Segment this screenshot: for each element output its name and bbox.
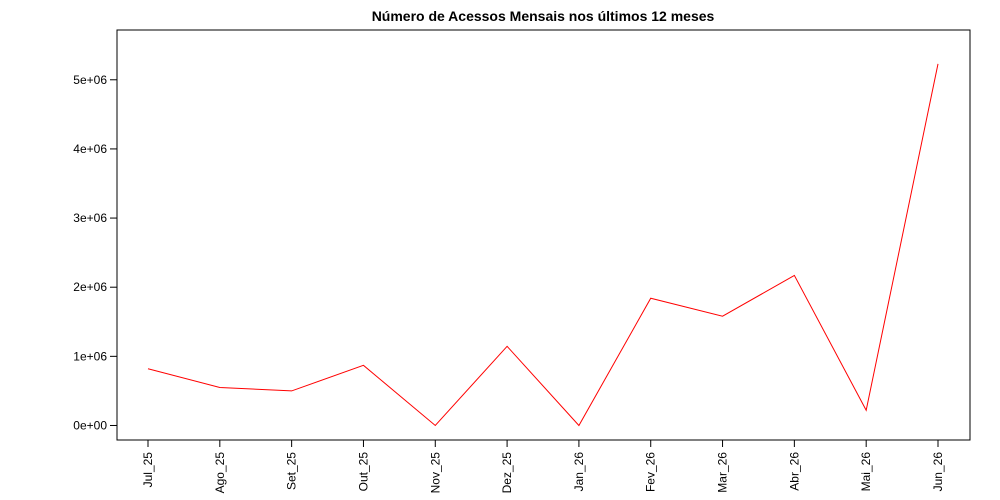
line-series: [147, 63, 939, 427]
x-tick-label: Abr_26: [787, 452, 801, 491]
x-tick-label: Mai_26: [859, 452, 873, 492]
x-tick-label: Set_25: [285, 452, 299, 490]
y-tick-label: 5e+06: [73, 73, 107, 87]
x-tick-label: Fev_26: [644, 452, 658, 492]
y-tick-label: 2e+06: [73, 280, 107, 294]
x-tick-label: Jun_26: [931, 452, 945, 492]
x-tick-label: Ago_25: [213, 452, 227, 494]
x-tick-label: Dez_25: [500, 452, 514, 494]
y-tick-label: 0e+00: [73, 418, 107, 432]
x-tick-label: Mar_26: [716, 452, 730, 493]
y-tick-label: 3e+06: [73, 211, 107, 225]
chart-title: Número de Acessos Mensais nos últimos 12…: [372, 8, 715, 24]
x-tick-label: Jan_26: [572, 452, 586, 492]
x-tick-label: Out_25: [356, 452, 370, 492]
y-tick-label: 4e+06: [73, 142, 107, 156]
y-tick-label: 1e+06: [73, 349, 107, 363]
x-tick-label: Jul_25: [141, 452, 155, 488]
plot-frame: [116, 29, 971, 441]
x-tick-label: Nov_25: [428, 452, 442, 494]
